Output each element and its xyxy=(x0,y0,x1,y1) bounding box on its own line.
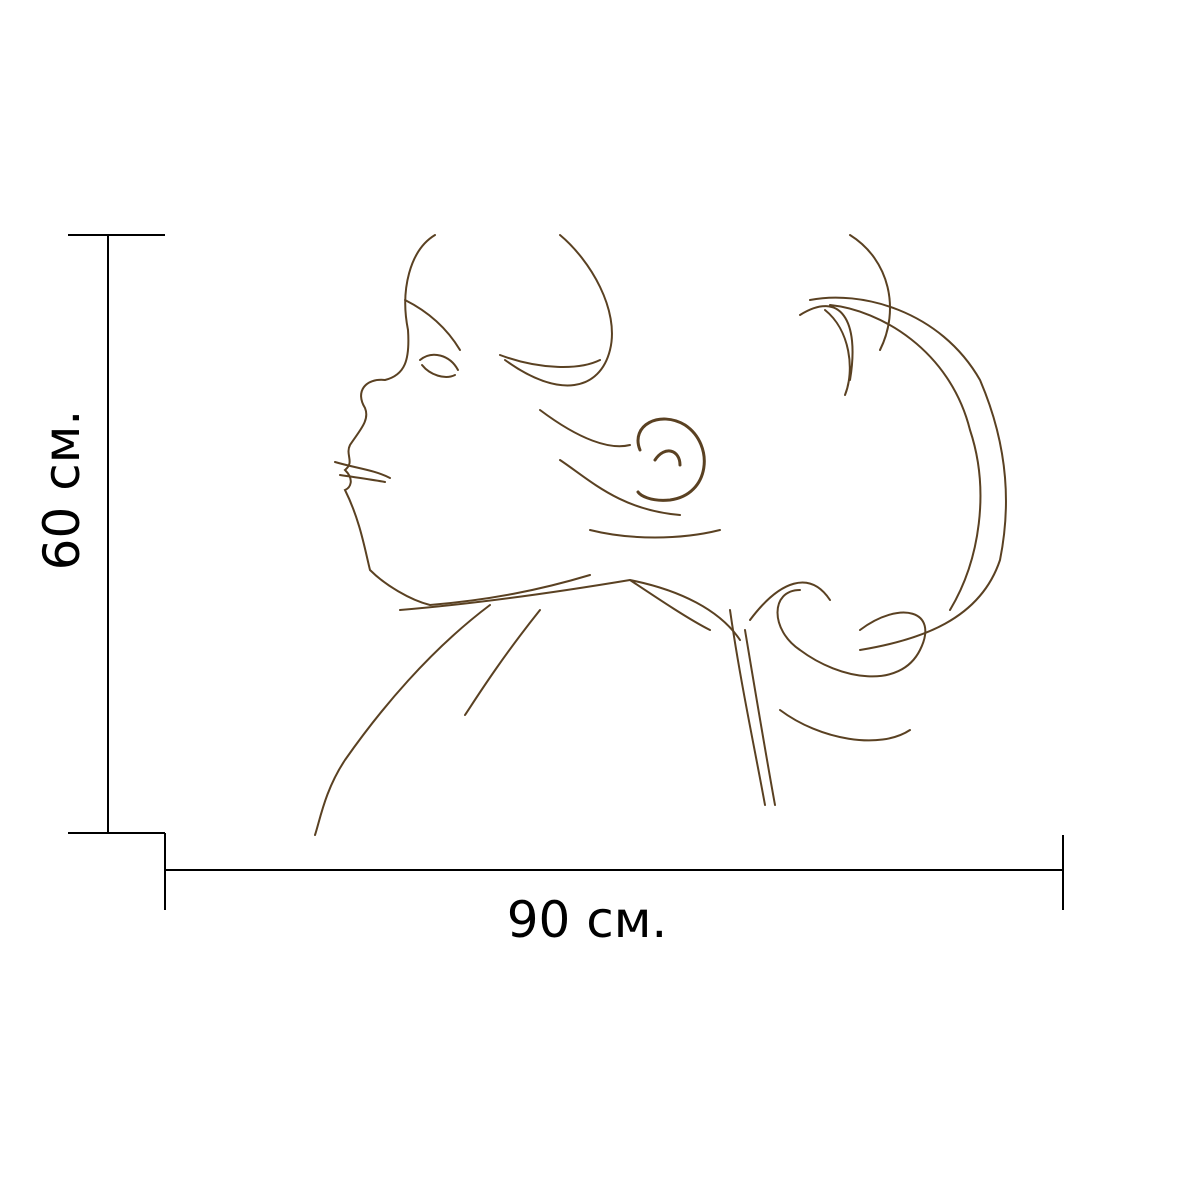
width-left-tick xyxy=(164,833,166,910)
height-dimension-line xyxy=(107,235,109,833)
width-dimension-line xyxy=(165,869,1063,871)
sketch-ear xyxy=(636,417,706,502)
sketch-hair xyxy=(499,234,721,539)
sketch-collar xyxy=(399,578,741,641)
sketch-shoulder xyxy=(314,604,541,836)
height-top-tick xyxy=(68,234,165,236)
sketch-eye xyxy=(419,353,459,378)
sketch-hair-curls xyxy=(749,581,927,742)
sketch-back xyxy=(729,609,776,806)
sketch-face-profile xyxy=(343,234,591,607)
height-bottom-tick xyxy=(68,832,165,834)
height-label: 60 см. xyxy=(33,409,91,571)
sketch-lips xyxy=(334,461,391,483)
width-right-tick xyxy=(1062,835,1064,910)
sketch-hair-back xyxy=(799,234,1007,651)
sketch-brow xyxy=(404,299,461,351)
child-profile-sketch xyxy=(314,234,1007,836)
width-label: 90 см. xyxy=(506,891,668,949)
